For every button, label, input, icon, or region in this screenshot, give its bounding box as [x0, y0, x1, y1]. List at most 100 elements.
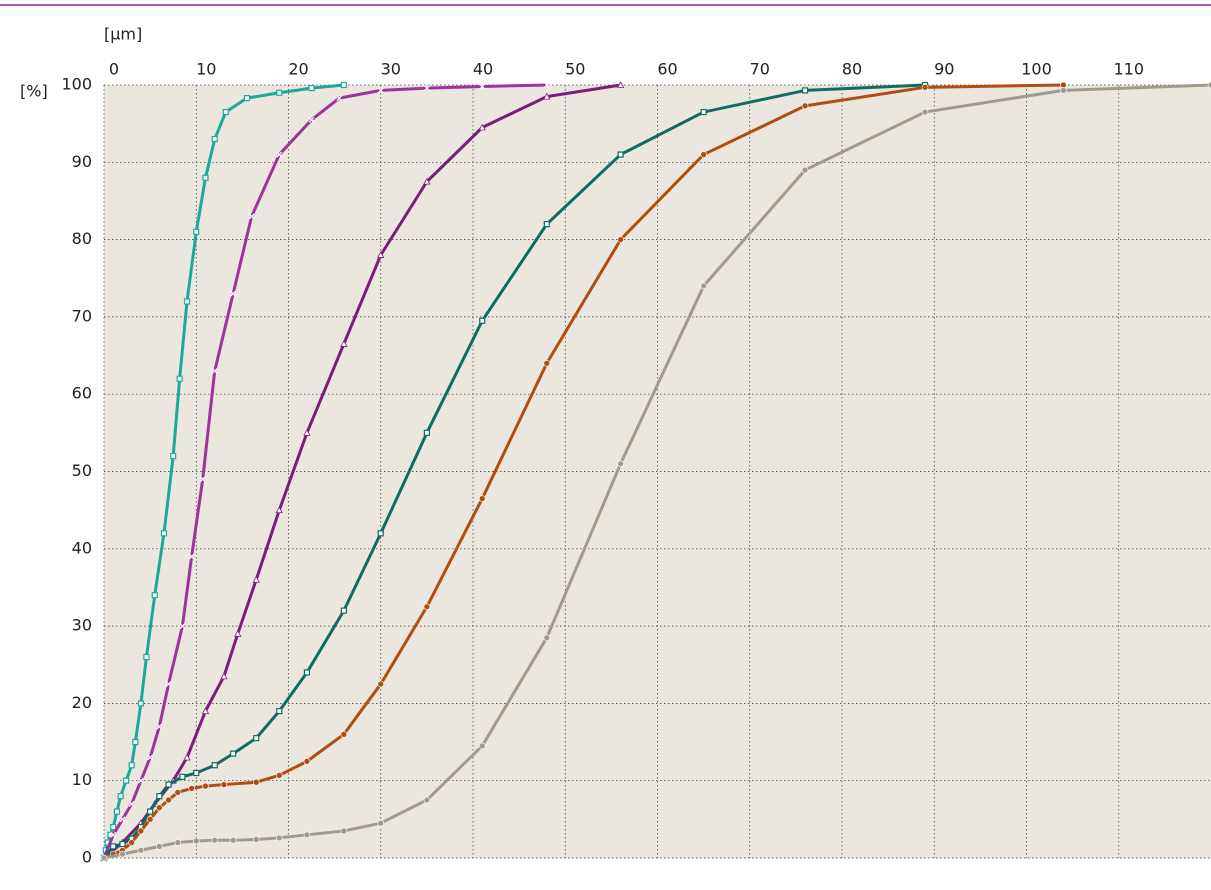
marker [179, 623, 186, 630]
marker [340, 81, 347, 89]
series-line [103, 83, 1211, 860]
marker [377, 530, 384, 537]
x-tick-label: 30 [381, 60, 401, 79]
marker [543, 359, 551, 367]
marker [170, 452, 177, 460]
marker [165, 781, 172, 788]
marker [202, 174, 209, 181]
y-tick-label: 80 [72, 229, 92, 248]
marker [1060, 81, 1067, 89]
marker [303, 831, 311, 839]
marker [340, 827, 348, 835]
marker [616, 81, 625, 88]
marker [340, 731, 348, 738]
marker [193, 769, 200, 777]
marker [110, 831, 117, 838]
marker [243, 95, 251, 102]
x-tick-label: 0 [109, 60, 119, 79]
marker [340, 340, 348, 347]
x-tick-label: 50 [565, 60, 585, 79]
marker [921, 108, 929, 116]
marker [128, 800, 135, 807]
marker [253, 735, 260, 742]
x-tick-label: 20 [288, 60, 308, 79]
marker [183, 753, 191, 761]
marker [921, 84, 929, 91]
y-tick-label: 30 [72, 616, 92, 635]
x-tick-label: 10 [196, 60, 216, 79]
marker [222, 108, 229, 116]
marker [700, 151, 707, 158]
marker [193, 228, 200, 235]
marker [100, 854, 108, 862]
marker [252, 575, 260, 583]
x-tick-label: 110 [1113, 60, 1144, 79]
marker [377, 251, 385, 258]
marker [617, 151, 624, 158]
marker [132, 738, 139, 746]
marker [275, 834, 283, 842]
x-tick-label: 100 [1021, 60, 1052, 79]
marker [617, 460, 624, 468]
marker [151, 592, 158, 599]
marker [479, 317, 486, 324]
marker [147, 808, 154, 815]
marker [165, 681, 172, 687]
marker [128, 762, 135, 769]
marker [119, 840, 126, 848]
marker [801, 166, 809, 174]
marker [700, 282, 707, 290]
marker [1060, 87, 1067, 94]
marker [229, 836, 237, 844]
marker [137, 777, 144, 784]
marker [113, 808, 121, 815]
marker [174, 788, 182, 796]
marker [211, 836, 218, 844]
marker [123, 777, 130, 784]
marker [423, 429, 430, 436]
marker [377, 680, 385, 688]
marker [303, 758, 311, 765]
marker [202, 782, 209, 790]
marker [276, 89, 283, 96]
marker [211, 368, 218, 374]
marker [230, 290, 237, 297]
x-axis-label: [μm] [104, 25, 142, 44]
marker [176, 375, 183, 382]
y-tick-label: 60 [72, 384, 92, 403]
marker [308, 116, 315, 123]
marker [543, 634, 551, 641]
marker [220, 672, 228, 680]
marker [276, 708, 283, 715]
marker [276, 151, 283, 158]
marker [801, 102, 809, 110]
marker [423, 177, 431, 185]
marker [478, 742, 486, 750]
x-tick-label: 40 [473, 60, 493, 79]
marker [146, 816, 154, 823]
marker [1207, 81, 1211, 89]
y-tick-label: 10 [72, 770, 92, 789]
marker [617, 236, 624, 243]
marker [543, 221, 550, 228]
marker [156, 843, 163, 850]
marker [340, 607, 347, 614]
marker [137, 700, 144, 707]
marker [137, 846, 145, 854]
marker [211, 136, 218, 143]
marker [234, 629, 242, 637]
marker [423, 603, 431, 611]
marker [188, 553, 195, 560]
marker [156, 723, 163, 730]
marker [230, 750, 237, 757]
marker [110, 823, 117, 831]
marker [479, 83, 486, 90]
marker [248, 213, 255, 220]
marker [156, 793, 163, 800]
marker [188, 785, 195, 792]
y-tick-label: 100 [61, 75, 92, 94]
marker [179, 773, 186, 780]
marker [119, 816, 126, 823]
x-tick-label: 90 [934, 60, 954, 79]
